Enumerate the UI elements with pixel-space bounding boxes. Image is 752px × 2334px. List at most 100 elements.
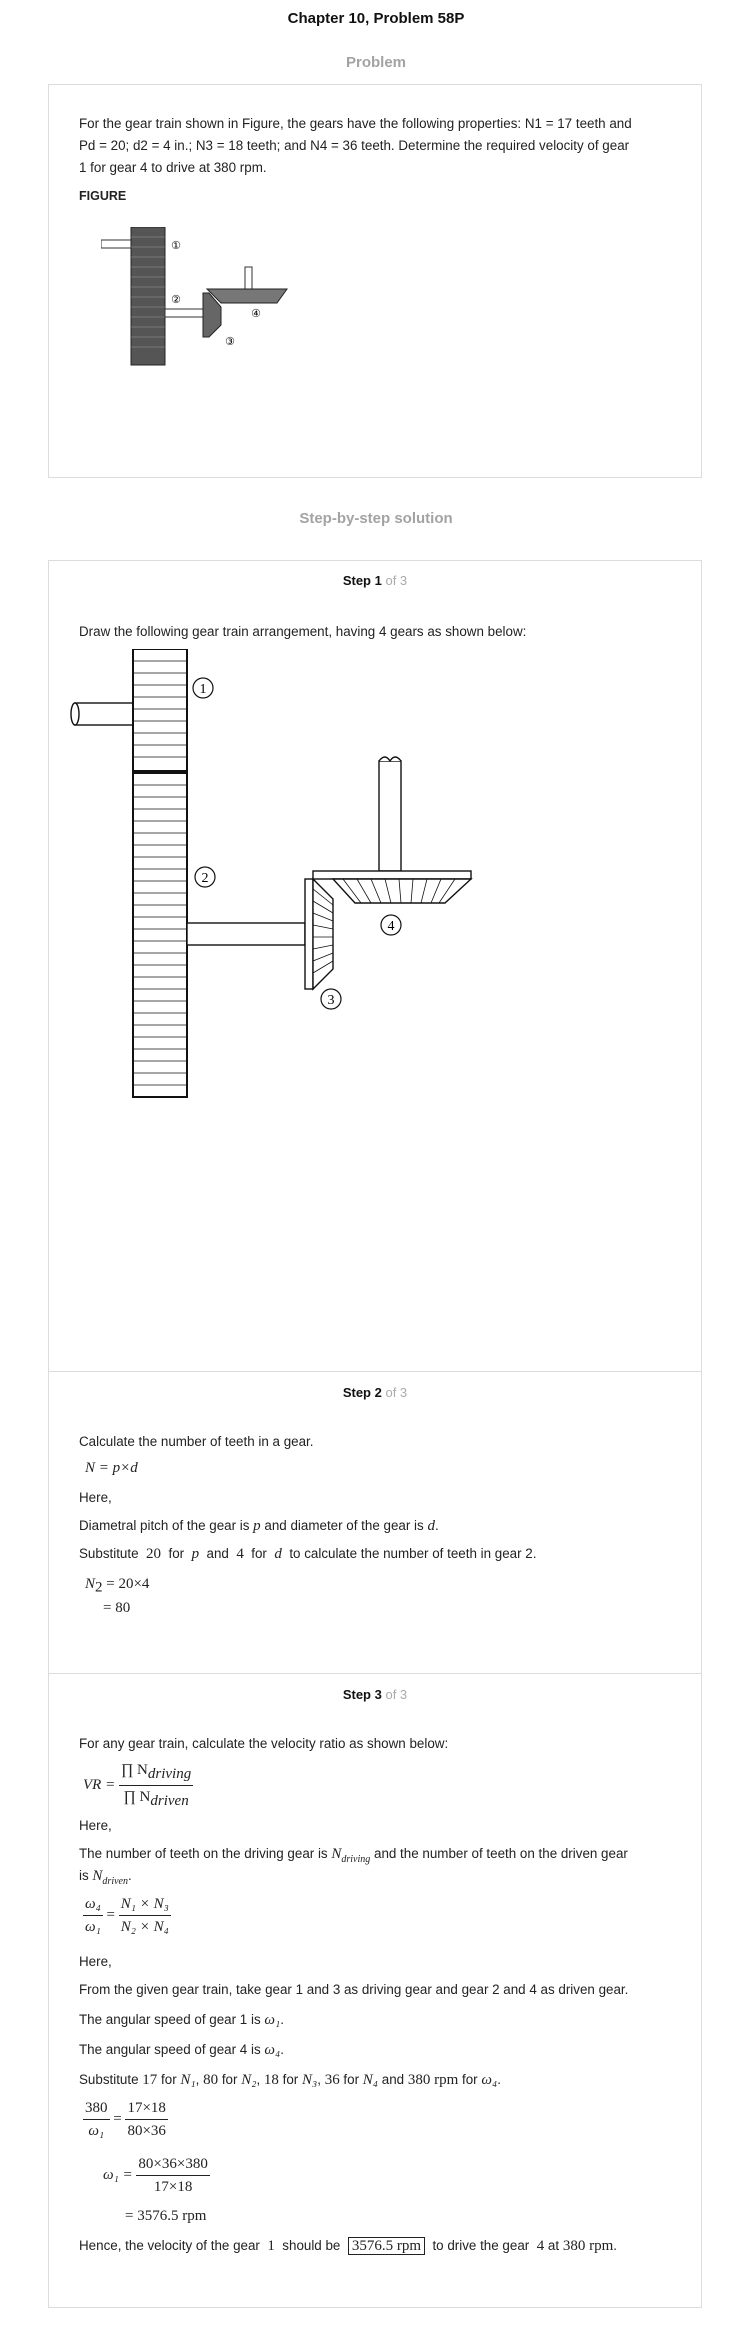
and-1: and bbox=[381, 2072, 405, 2087]
divider-2 bbox=[49, 1673, 701, 1674]
step3-text-2: The number of teeth on the driving gear … bbox=[79, 1846, 628, 1865]
fig-shaft-4 bbox=[244, 266, 253, 290]
calc2-rhs-den: 17×18 bbox=[153, 2179, 193, 2195]
for-2: for bbox=[221, 2072, 238, 2087]
gear-3-teeth bbox=[312, 888, 334, 974]
omega-1: ω₁ bbox=[264, 2012, 281, 2028]
step1-label: Step 1 bbox=[342, 573, 382, 588]
step2-eq-1: N = p×d bbox=[85, 1460, 138, 1476]
eq2-n: N bbox=[85, 1576, 96, 1592]
step2-label: Step 2 bbox=[342, 1385, 382, 1400]
step3-of: of 3 bbox=[385, 1687, 408, 1702]
ratio-rhs-den: N₂ × N₄ bbox=[120, 1919, 169, 1935]
step3-text-2b: is Ndriven. bbox=[79, 1868, 132, 1887]
shaft-1-end bbox=[70, 702, 80, 726]
calc2-rhs-num: 80×36×380 bbox=[136, 2153, 210, 2176]
final-a: Hence, the velocity of the gear bbox=[79, 2238, 260, 2253]
step3-text-4: The angular speed of gear 1 is ω₁. bbox=[79, 2012, 284, 2028]
label-circle-3 bbox=[320, 988, 342, 1010]
for-5: for bbox=[462, 2072, 478, 2087]
step3-here: Here, bbox=[79, 1818, 112, 1833]
sub-18: 18 bbox=[263, 2072, 279, 2088]
divider-1 bbox=[49, 1371, 701, 1372]
label-2: 2 bbox=[202, 871, 209, 886]
vr-fraction: ∏ Ndriving ∏ Ndriven bbox=[118, 1759, 194, 1812]
step2-text-3: Substitute 20 for p and 4 for d to calcu… bbox=[79, 1543, 536, 1565]
gear-3-hub bbox=[304, 878, 314, 990]
step2-text-1: Calculate the number of teeth in a gear. bbox=[79, 1434, 314, 1449]
shaft-2 bbox=[186, 922, 306, 946]
step3-t2b: and the number of teeth on the driven ge… bbox=[374, 1846, 628, 1861]
final-answer: Hence, the velocity of the gear 1 should… bbox=[79, 2237, 617, 2255]
ratio-equation: ω₄ ω₁ = N₁ × N₃ N₂ × N₄ bbox=[83, 1893, 171, 1938]
final-gear-4: 4 bbox=[536, 2238, 545, 2254]
final-c: to drive the gear bbox=[432, 2238, 530, 2253]
step2-header: Step 2 of 3 bbox=[49, 1385, 701, 1400]
gear-1-teeth bbox=[133, 660, 187, 758]
step3-header: Step 3 of 3 bbox=[49, 1687, 701, 1702]
ratio-lhs: ω₄ ω₁ bbox=[83, 1893, 103, 1938]
calc1-rhs-num: 17×18 bbox=[125, 2097, 168, 2120]
page-title: Chapter 10, Problem 58P bbox=[287, 10, 465, 27]
step3-label: Step 3 bbox=[342, 1687, 382, 1702]
sub-80: 80 bbox=[203, 2072, 219, 2088]
n-driving-sub: driving bbox=[341, 1854, 371, 1865]
final-rpm: 380 rpm bbox=[562, 2238, 614, 2254]
label-3: 3 bbox=[328, 993, 335, 1008]
gear-2-teeth bbox=[133, 784, 187, 1086]
vr-num-sub: driving bbox=[147, 1766, 192, 1782]
label-4: 4 bbox=[388, 919, 395, 934]
vr-num: ∏ N bbox=[120, 1762, 148, 1778]
gear-4-hub bbox=[312, 870, 472, 880]
problem-text-line3: 1 for gear 4 to drive at 380 rpm. bbox=[79, 160, 267, 175]
step3-t4a: The angular speed of gear 1 is bbox=[79, 2012, 261, 2027]
sym-d-2: d bbox=[274, 1546, 282, 1562]
n-driven-sub: driven bbox=[102, 1876, 128, 1887]
val-4: 4 bbox=[236, 1546, 244, 1562]
solution-card: Step 1 of 3 Draw the following gear trai… bbox=[48, 560, 702, 2308]
step2-t2b: and diameter of the gear is bbox=[264, 1518, 424, 1533]
sub-n1: N₁ bbox=[180, 2072, 196, 2088]
step3-text-1: For any gear train, calculate the veloci… bbox=[79, 1736, 449, 1751]
problem-text-line1: For the gear train shown in Figure, the … bbox=[79, 116, 632, 131]
val-20: 20 bbox=[146, 1546, 162, 1562]
label-circle-4 bbox=[380, 914, 402, 936]
step2-t3b: to calculate the number of teeth in gear… bbox=[289, 1546, 537, 1561]
calc1-lhs-den: ω₁ bbox=[88, 2123, 105, 2139]
problem-figure: ① ② ③ ④ bbox=[101, 227, 288, 366]
ratio-rhs: N₁ × N₃ N₂ × N₄ bbox=[118, 1893, 171, 1938]
for-3: for bbox=[282, 2072, 299, 2087]
final-gear: 1 bbox=[267, 2238, 275, 2254]
fig-gear-3 bbox=[202, 292, 222, 338]
gear-3 bbox=[312, 877, 334, 991]
fig-shaft-1 bbox=[101, 239, 132, 249]
sub-17: 17 bbox=[142, 2072, 158, 2088]
calc1-lhs-num: 380 bbox=[83, 2097, 110, 2120]
step2-here: Here, bbox=[79, 1490, 112, 1505]
gear-2 bbox=[132, 772, 188, 1098]
final-b: should be bbox=[282, 2238, 341, 2253]
label-circle-2 bbox=[194, 866, 216, 888]
vr-lhs: VR = bbox=[83, 1777, 116, 1794]
label-circle-1 bbox=[192, 677, 214, 699]
step3-here-2: Here, bbox=[79, 1954, 112, 1969]
step2-t3a: Substitute bbox=[79, 1546, 139, 1561]
sub-380: 380 rpm bbox=[407, 2072, 459, 2088]
calc1-rhs: 17×18 80×36 bbox=[125, 2097, 168, 2142]
sym-p: p bbox=[253, 1518, 261, 1534]
sym-p-2: p bbox=[191, 1546, 200, 1562]
vr-den-sub: driven bbox=[150, 1793, 189, 1809]
gear-train-diagram: 1 2 3 4 bbox=[70, 649, 473, 1098]
sub-n4: N₄ bbox=[362, 2072, 379, 2088]
for-4: for bbox=[343, 2072, 360, 2087]
step2-text-2: Diametral pitch of the gear is p and dia… bbox=[79, 1518, 439, 1534]
vr-den: ∏ N bbox=[123, 1789, 151, 1805]
step3-t6a: Substitute bbox=[79, 2072, 139, 2087]
fig-shaft-2 bbox=[164, 308, 206, 318]
sub-omega4: ω₄ bbox=[481, 2072, 498, 2088]
calc2-lhs: ω₁ = bbox=[103, 2167, 133, 2184]
fig-gear-teeth bbox=[131, 236, 165, 348]
step1-text: Draw the following gear train arrangemen… bbox=[79, 624, 527, 639]
omega-4: ω₄ bbox=[264, 2042, 281, 2058]
step1-header: Step 1 of 3 bbox=[49, 573, 701, 588]
